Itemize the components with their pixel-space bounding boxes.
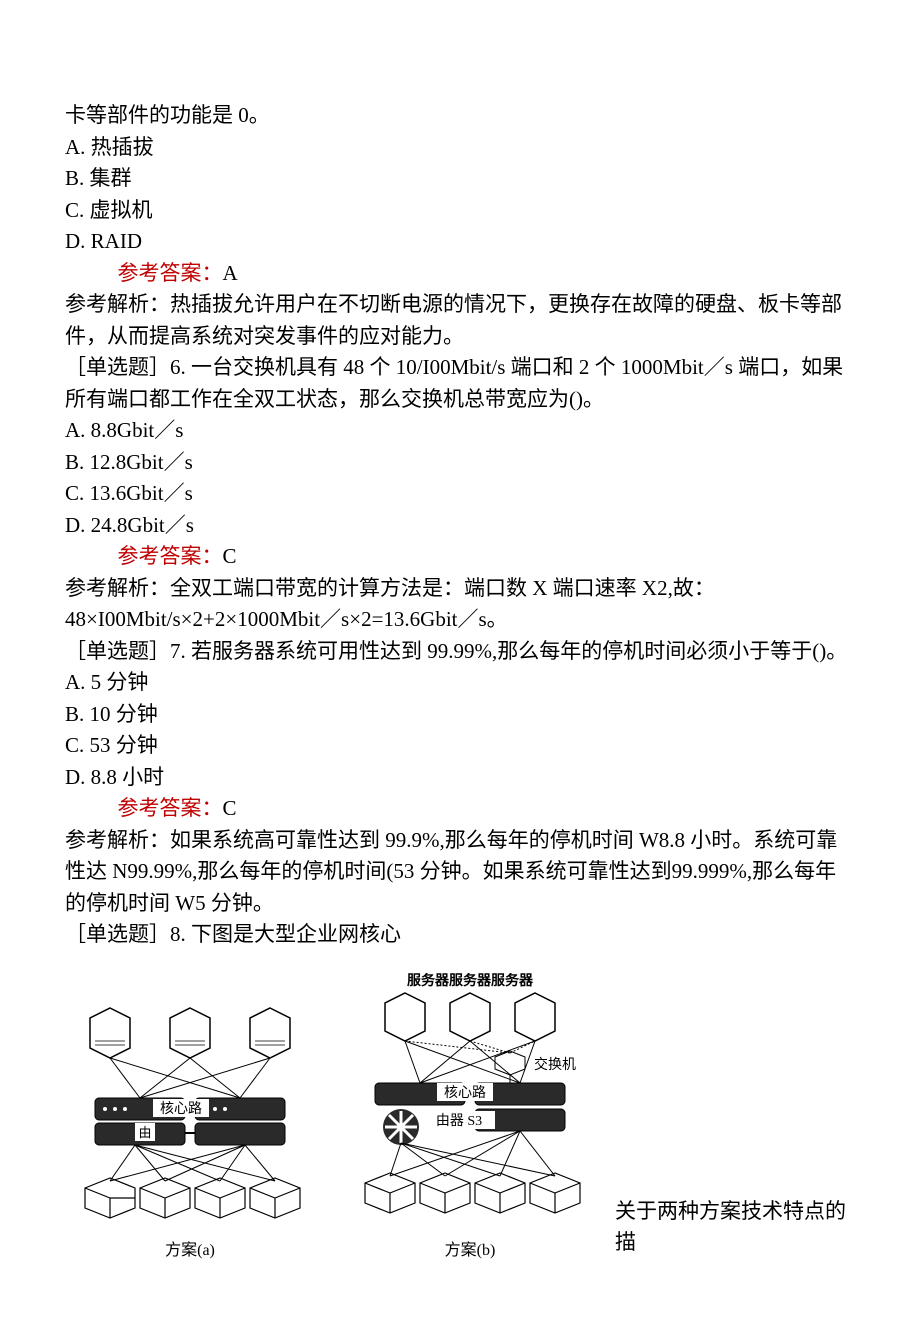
q7-stem: ［单选题］7. 若服务器系统可用性达到 99.99%,那么每年的停机时间必须小于…	[65, 636, 855, 668]
figure-b-top-label: 服务器服务器服务器	[407, 973, 534, 989]
q5-answer-value: A	[223, 261, 238, 285]
q7-option-a: A. 5 分钟	[65, 667, 855, 699]
figure-b-right-label: 交换机	[534, 1056, 576, 1073]
document-page: 卡等部件的功能是 0。 A. 热插拔 B. 集群 C. 虚拟机 D. RAID …	[0, 0, 920, 1323]
q7-option-d: D. 8.8 小时	[65, 762, 855, 794]
q6-answer-line: 参考答案：C	[65, 541, 855, 573]
q8-trailing-text: 关于两种方案技术特点的描	[615, 1196, 855, 1263]
figure-b: 服务器服务器服务器 交换机	[355, 973, 585, 1263]
q7-option-b: B. 10 分钟	[65, 699, 855, 731]
q7-answer-label: 参考答案：	[118, 796, 223, 820]
q6-option-c: C. 13.6Gbit／s	[65, 478, 855, 510]
figure-b-caption: 方案(b)	[445, 1239, 496, 1263]
q6-option-d: D. 24.8Gbit／s	[65, 510, 855, 542]
figure-b-mid-label2: 由器 S3	[436, 1113, 482, 1129]
q6-explanation-1: 参考解析：全双工端口带宽的计算方法是：端口数 X 端口速率 X2,故：	[65, 573, 855, 605]
figure-a-mid-label: 核心路	[160, 1101, 202, 1117]
q6-explanation-2: 48×I00Mbit/s×2+2×1000Mbit／s×2=13.6Gbit／s…	[65, 604, 855, 636]
q5-answer-label: 参考答案：	[118, 261, 223, 285]
q6-answer-label: 参考答案：	[118, 544, 223, 568]
q8-stem: ［单选题］8. 下图是大型企业网核心	[65, 919, 855, 951]
q5-explanation: 参考解析：热插拔允许用户在不切断电源的情况下，更换存在故障的硬盘、板卡等部件，从…	[65, 289, 855, 352]
figure-a-svg: 核心路 由	[75, 1003, 305, 1233]
q7-explanation: 参考解析：如果系统高可靠性达到 99.9%,那么每年的停机时间 W8.8 小时。…	[65, 825, 855, 920]
q7-answer-value: C	[223, 796, 237, 820]
figure-b-svg: 服务器服务器服务器 交换机	[355, 973, 585, 1233]
svg-text:由: 由	[138, 1125, 151, 1140]
q5-stem-tail: 卡等部件的功能是 0。	[65, 100, 855, 132]
q6-answer-value: C	[223, 544, 237, 568]
q7-option-c: C. 53 分钟	[65, 730, 855, 762]
q6-option-b: B. 12.8Gbit／s	[65, 447, 855, 479]
q5-option-c: C. 虚拟机	[65, 195, 855, 227]
figure-a: 核心路 由	[75, 1003, 305, 1263]
q8-figures-row: 核心路 由	[65, 973, 855, 1263]
q6-option-a: A. 8.8Gbit／s	[65, 415, 855, 447]
q6-stem: ［单选题］6. 一台交换机具有 48 个 10/I00Mbit/s 端口和 2 …	[65, 352, 855, 415]
figure-a-caption: 方案(a)	[165, 1239, 215, 1263]
q5-answer-line: 参考答案：A	[65, 258, 855, 290]
q7-answer-line: 参考答案：C	[65, 793, 855, 825]
q5-option-d: D. RAID	[65, 226, 855, 258]
figure-b-mid-label1: 核心路	[444, 1085, 486, 1101]
q5-option-a: A. 热插拔	[65, 132, 855, 164]
q5-option-b: B. 集群	[65, 163, 855, 195]
